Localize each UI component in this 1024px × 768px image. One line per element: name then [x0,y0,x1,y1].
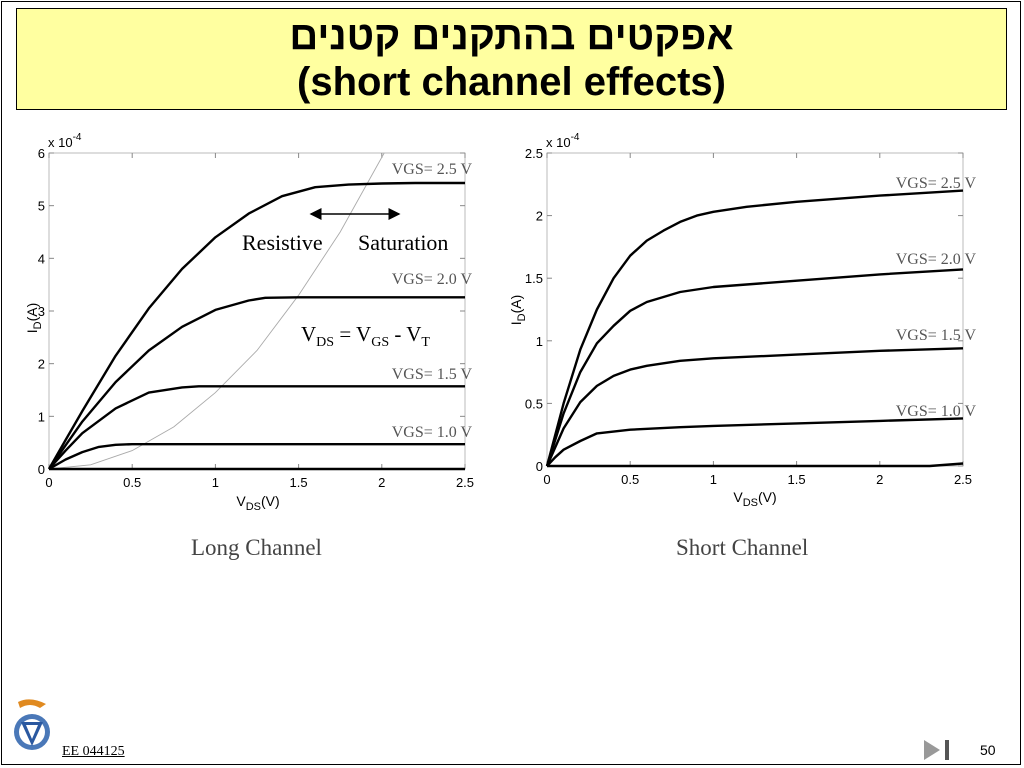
y-tick-label: 0 [38,462,45,477]
series-line [47,181,465,470]
y-tick-label: 1.5 [525,271,543,286]
series-line [545,189,964,467]
course-code: EE 044125 [62,744,125,759]
x-tick-label: 2.5 [954,472,972,487]
series-line [546,417,964,467]
series-line [545,268,964,467]
page-number: 50 [980,742,996,758]
y-tick-label: 0 [536,459,543,474]
y-tick-label: 1 [38,409,45,424]
y-tick-label: 4 [38,251,45,266]
x-tick-label: 0.5 [621,472,639,487]
resistive-label: Resistive [242,230,323,255]
boundary-equation: VDS = VGS - VT [301,322,430,350]
next-slide-icon[interactable] [918,737,958,763]
x-tick-label: 1 [212,475,219,490]
x-tick-label: 2 [378,475,385,490]
x-tick-label: 2 [876,472,883,487]
x-tick-label: 2.5 [456,475,474,490]
y-multiplier: x 10-4 [48,132,82,150]
title-hebrew: אפקטים בהתקנים קטנים [289,14,734,58]
series-label: VGS= 2.5 V [392,161,473,178]
series-line [48,443,465,471]
series-label: VGS= 2.0 V [392,271,473,288]
series-line [547,462,964,468]
technion-logo-icon [14,699,50,750]
x-tick-label: 1.5 [290,475,308,490]
series-label: VGS= 1.5 V [392,366,473,383]
short-channel-chart: 0 0.5 1 1.5 2 2.5 0 0.5 1 1.5 2 2.5 VGS= 2.5 V VGS= … [508,132,977,509]
title-english: (short channel effects) [297,60,726,104]
boundary-curve [48,152,385,470]
long-channel-caption: Long Channel [191,535,322,560]
plot-frame [48,152,466,470]
short-channel-caption: Short Channel [676,535,809,560]
y-multiplier: x 10-4 [546,132,580,150]
series-line [545,347,964,467]
y-axis-label: ID(A) [24,303,44,334]
saturation-label: Saturation [358,230,448,255]
long-channel-chart: 0 0.5 1 1.5 2 2.5 0 1 2 3 4 5 6 VGS= 2.5 V VGS= 2.0 V… [24,132,474,513]
x-axis-label: VDS(V) [733,489,776,509]
x-tick-label: 1.5 [788,472,806,487]
x-tick-label: 0.5 [123,475,141,490]
x-tick-label: 1 [710,472,717,487]
x-axis-label: VDS(V) [236,493,279,513]
series-label: VGS= 1.0 V [392,424,473,441]
series-label: VGS= 1.0 V [896,403,977,420]
title-box: אפקטים בהתקנים קטנים (short channel effe… [16,8,1007,110]
y-tick-label: 2 [38,357,45,372]
y-tick-label: 2 [536,209,543,224]
x-tick-label: 0 [45,475,52,490]
y-tick-label: 1 [536,334,543,349]
y-tick-label: 0.5 [525,396,543,411]
series-line [48,296,465,470]
series-label: VGS= 1.5 V [896,327,977,344]
y-tick-label: 6 [38,146,45,161]
y-axis-label: ID(A) [508,295,528,326]
y-tick-label: 5 [38,199,45,214]
series-label: VGS= 2.5 V [896,175,977,192]
series-line [48,385,465,470]
series-label: VGS= 2.0 V [896,251,977,268]
y-tick-label: 2.5 [525,146,543,161]
x-tick-label: 0 [543,472,550,487]
y-tick-label: 3 [38,304,45,319]
